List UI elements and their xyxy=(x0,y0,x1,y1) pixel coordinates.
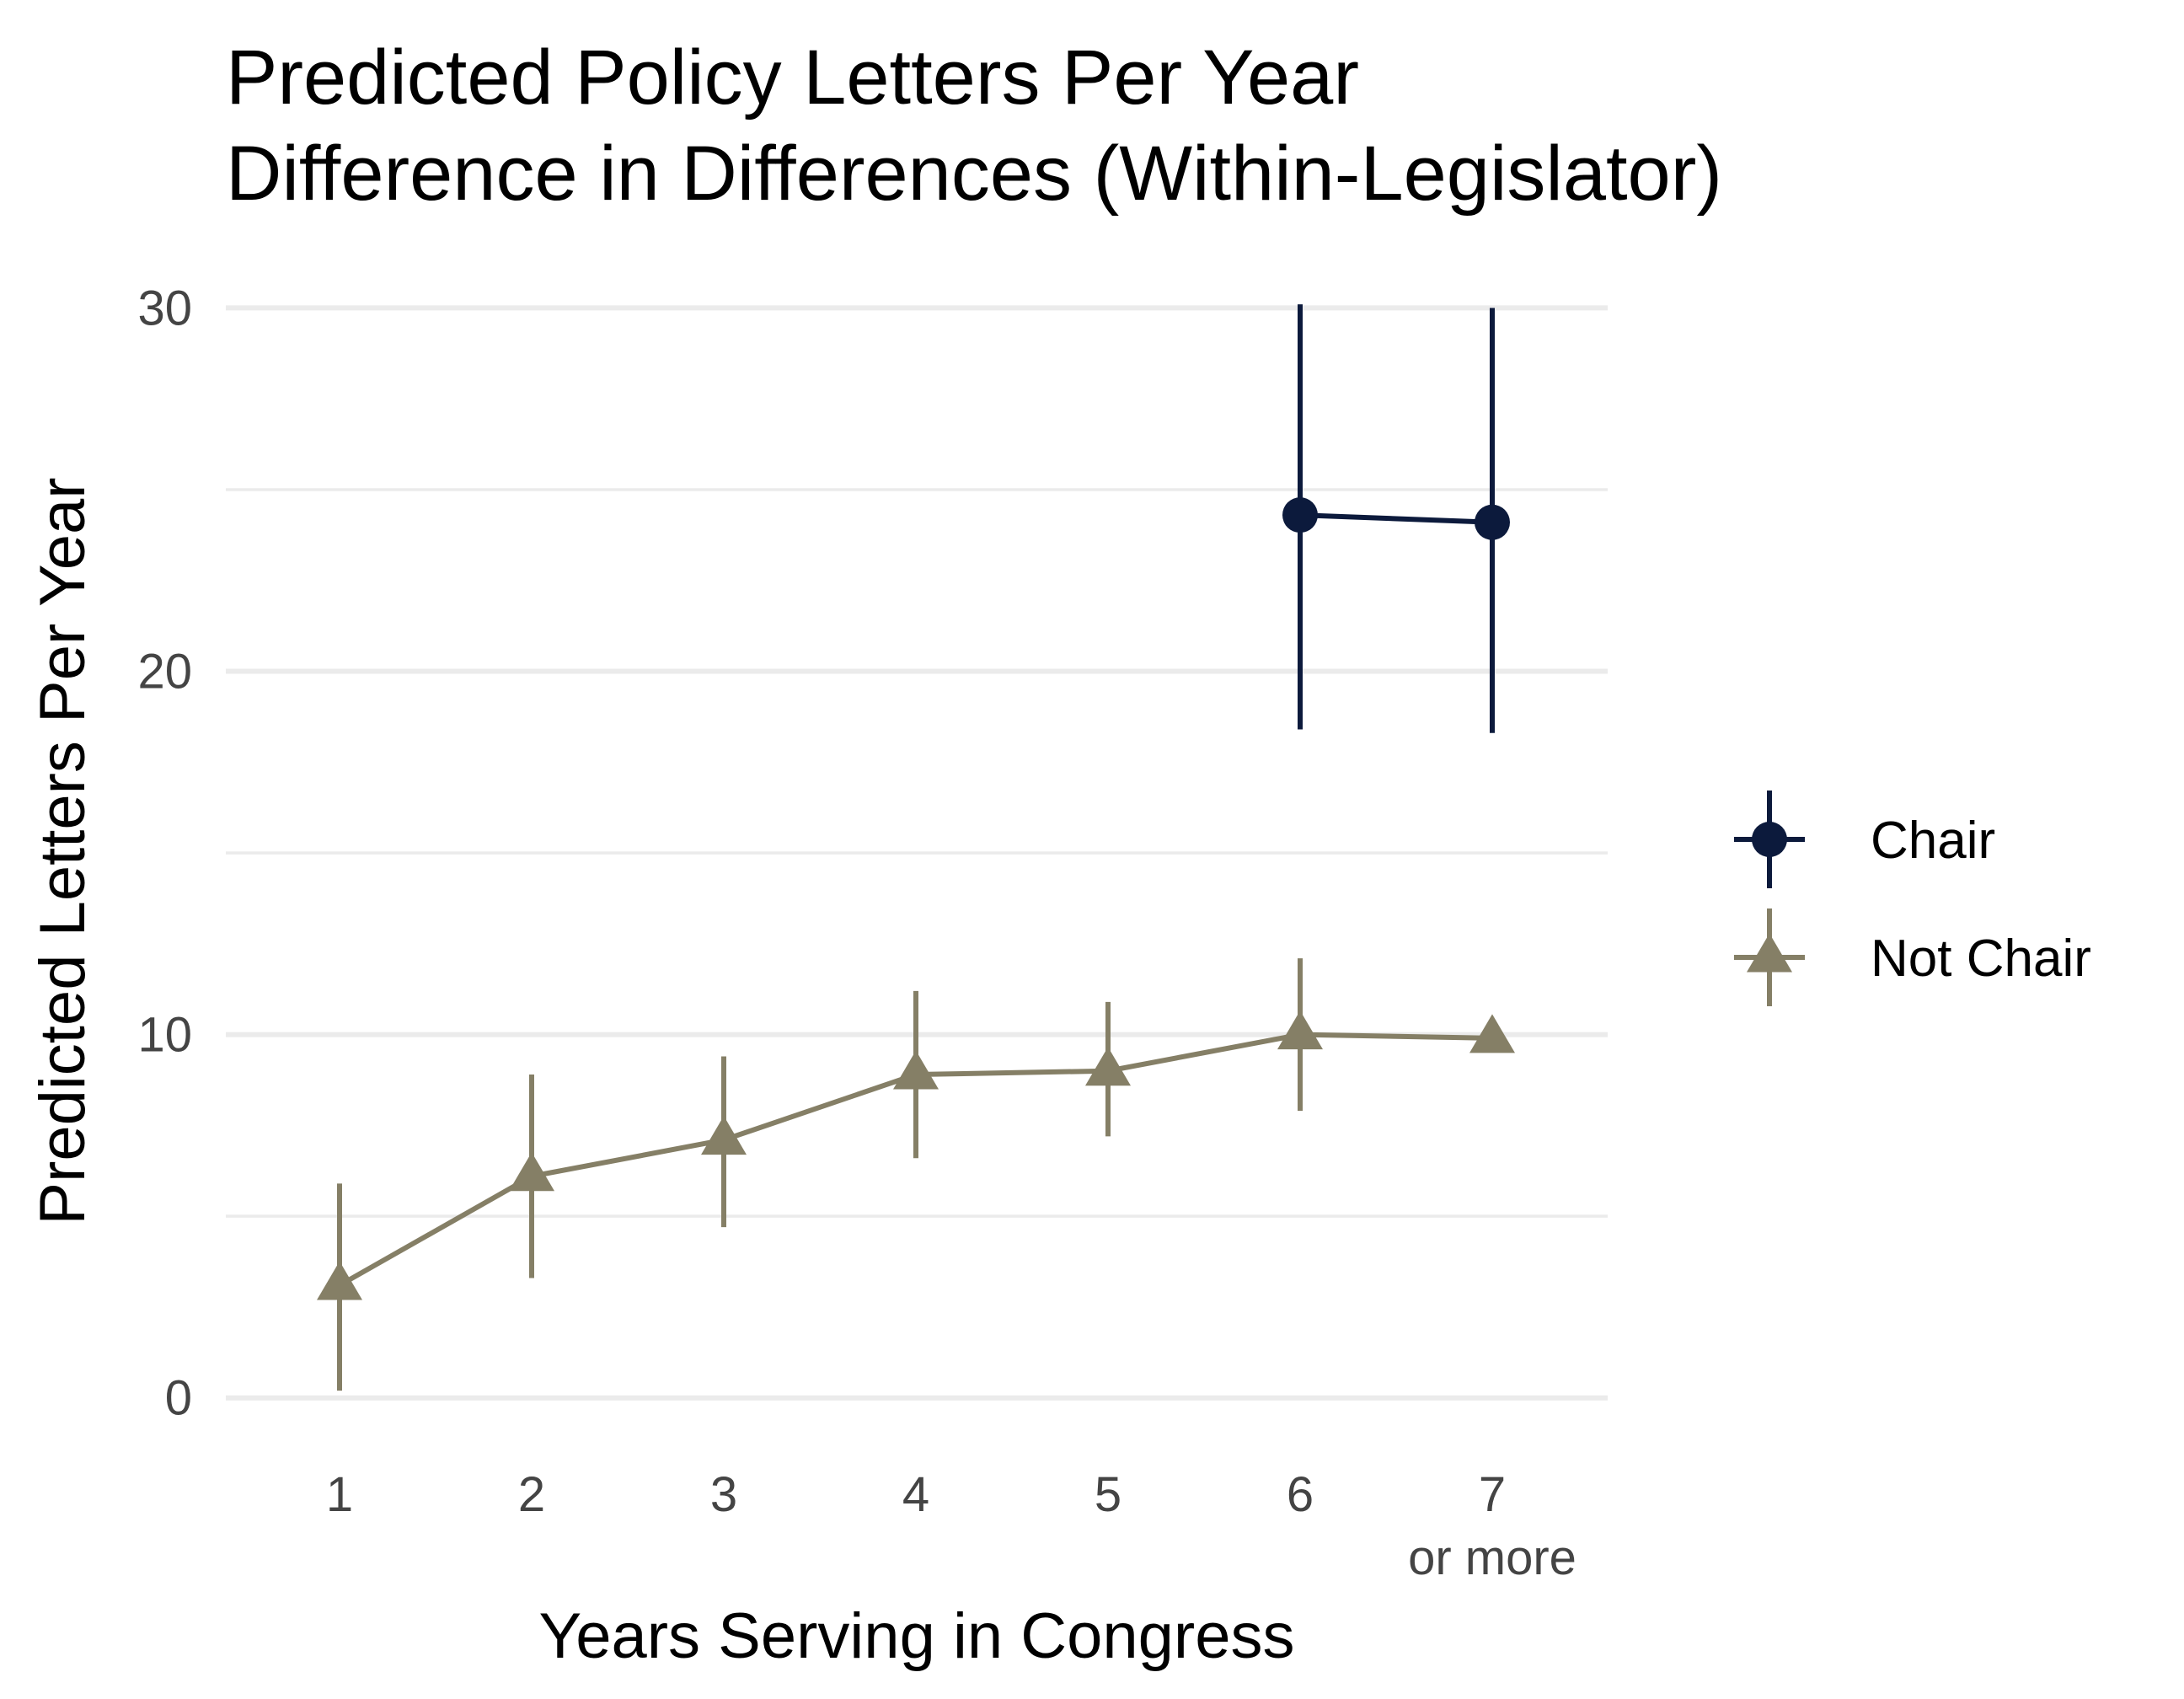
series-line xyxy=(1299,512,1493,525)
data-point xyxy=(701,1116,747,1155)
chart-title: Predicted Policy Letters Per Year xyxy=(226,35,1359,121)
series-layer xyxy=(317,304,1515,1391)
x-axis-title: Years Serving in Congress xyxy=(538,1600,1294,1672)
legend-marker xyxy=(1752,822,1787,857)
y-tick-label: 30 xyxy=(137,281,192,335)
x-tick-label: 3 xyxy=(710,1467,737,1522)
y-tick-label: 0 xyxy=(165,1371,192,1426)
data-point xyxy=(1475,504,1510,540)
y-axis-ticks: 0 10 20 30 xyxy=(137,281,192,1425)
x-tick-label: 1 xyxy=(326,1467,353,1522)
legend-item: Chair xyxy=(1734,791,1995,888)
x-tick-label: 6 xyxy=(1287,1467,1314,1522)
data-point xyxy=(1085,1047,1131,1086)
legend-label: Not Chair xyxy=(1871,930,2091,988)
y-tick-label: 10 xyxy=(137,1008,192,1063)
y-axis-title: Predicted Letters Per Year xyxy=(27,477,99,1225)
x-tick-label: 2 xyxy=(518,1467,545,1522)
legend-item: Not Chair xyxy=(1734,908,2091,1006)
x-axis-ticks: 1 2 3 4 5 6 7 or more xyxy=(326,1467,1576,1585)
chart-subtitle: Difference in Differences (Within-Legisl… xyxy=(226,131,1722,217)
data-point xyxy=(509,1152,554,1192)
data-point xyxy=(1277,1010,1323,1050)
data-point xyxy=(317,1261,362,1300)
legend: Chair Not Chair xyxy=(1734,791,2091,1006)
data-point xyxy=(1469,1014,1515,1053)
series-chair xyxy=(1282,304,1510,733)
legend-label: Chair xyxy=(1871,812,1995,870)
data-point xyxy=(1282,497,1318,533)
x-tick-label: 5 xyxy=(1095,1467,1121,1522)
legend-marker xyxy=(1747,933,1792,973)
data-point xyxy=(893,1050,939,1090)
series-not-chair xyxy=(317,958,1515,1391)
x-tick-label: 4 xyxy=(902,1467,929,1522)
x-tick-sublabel: or more xyxy=(1408,1530,1576,1585)
x-tick-label: 7 xyxy=(1479,1467,1506,1522)
y-tick-label: 20 xyxy=(137,645,192,699)
